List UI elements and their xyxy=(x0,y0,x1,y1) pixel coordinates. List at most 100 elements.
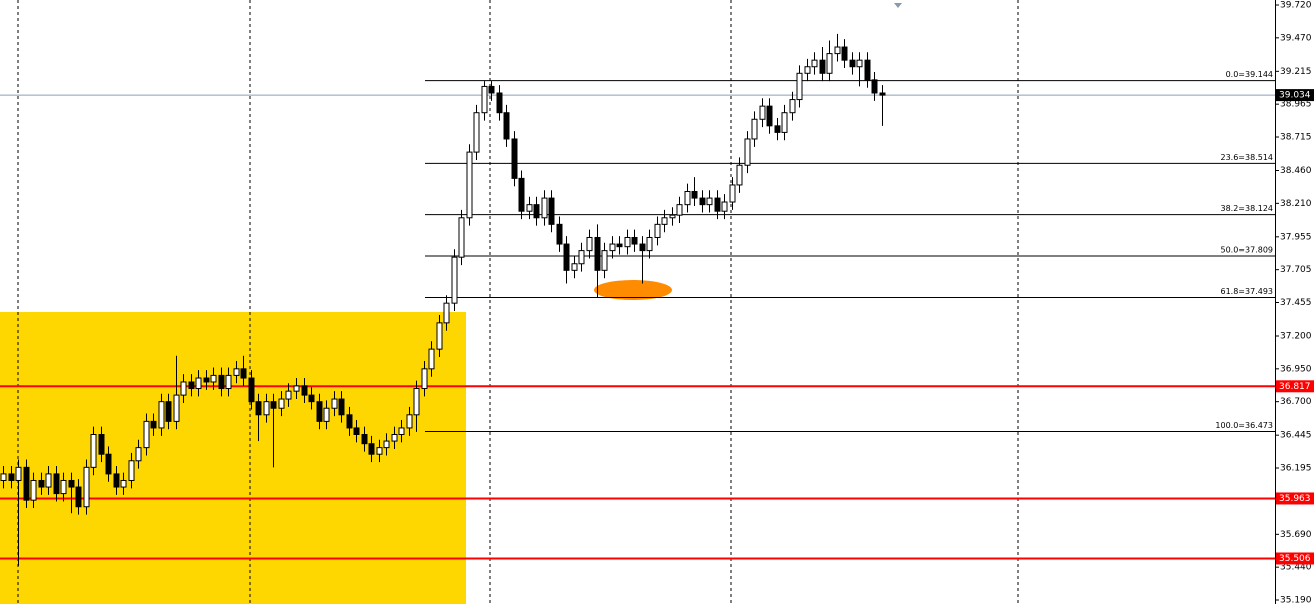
candle xyxy=(308,387,315,410)
candle-body xyxy=(195,377,202,390)
candle-body xyxy=(128,460,135,481)
candle-body xyxy=(706,197,713,206)
y-tick-label: 37.705 xyxy=(1280,265,1312,275)
candle-body xyxy=(331,398,338,409)
level-tag xyxy=(1276,492,1314,505)
candle-body xyxy=(180,381,187,396)
candle-body xyxy=(248,377,255,403)
candle-body xyxy=(120,479,127,488)
candle xyxy=(548,190,555,233)
y-tick-label: 36.950 xyxy=(1280,364,1312,374)
candle xyxy=(473,104,480,160)
candle xyxy=(834,33,841,62)
candle xyxy=(436,314,443,358)
candle xyxy=(398,420,405,443)
candle xyxy=(526,196,533,220)
candle xyxy=(488,81,495,101)
candle xyxy=(594,224,601,298)
candle-body xyxy=(503,112,510,140)
candle xyxy=(248,370,255,410)
candle xyxy=(781,104,788,141)
candle xyxy=(173,355,180,430)
y-tick-label: 39.215 xyxy=(1280,67,1312,77)
candle-body xyxy=(804,66,811,74)
candle xyxy=(669,207,676,226)
candle-body xyxy=(30,479,37,501)
candle xyxy=(428,341,435,377)
candle xyxy=(503,104,510,147)
candle xyxy=(120,472,127,495)
level-label: 35.506 xyxy=(1279,554,1311,564)
candle-body xyxy=(684,191,691,206)
candle xyxy=(691,177,698,206)
candle xyxy=(646,229,653,259)
candle-body xyxy=(541,197,548,219)
candle-body xyxy=(781,112,788,133)
candle-body xyxy=(316,401,323,422)
candle-body xyxy=(714,197,721,212)
candle xyxy=(541,190,548,226)
candle xyxy=(571,255,578,279)
candle-body xyxy=(631,236,638,245)
candle xyxy=(323,400,330,430)
candle xyxy=(654,216,661,246)
candle xyxy=(150,413,157,436)
candle-body xyxy=(729,184,736,203)
candle xyxy=(383,433,390,456)
candle-body xyxy=(451,256,458,304)
level-tag xyxy=(1276,380,1314,393)
candle xyxy=(263,393,270,423)
candle-body xyxy=(285,390,292,400)
candle xyxy=(331,391,338,417)
candle xyxy=(83,459,90,515)
y-tick-label: 36.195 xyxy=(1280,463,1312,473)
candle-body xyxy=(669,214,676,219)
candle xyxy=(361,426,368,452)
candle xyxy=(443,295,450,331)
candle-body xyxy=(53,473,60,495)
candle-body xyxy=(263,401,270,416)
candle-body xyxy=(751,118,758,140)
candle xyxy=(661,209,668,233)
candle xyxy=(856,52,863,87)
candle-body xyxy=(796,72,803,101)
candle-body xyxy=(518,177,525,212)
candle-body xyxy=(586,236,593,252)
candle-body xyxy=(8,473,15,481)
y-tick-label: 38.715 xyxy=(1280,133,1312,143)
candle xyxy=(736,157,743,193)
candle xyxy=(879,85,886,126)
y-tick-label: 35.690 xyxy=(1280,530,1312,540)
candle-body xyxy=(158,401,165,429)
candle-body xyxy=(98,434,105,455)
vertical-separators xyxy=(17,0,1019,604)
candle xyxy=(68,472,75,514)
candle-body xyxy=(398,427,405,436)
candle xyxy=(451,249,458,312)
candle xyxy=(421,360,428,397)
candle xyxy=(23,459,30,509)
candle-body xyxy=(210,374,217,383)
candle-body xyxy=(826,53,833,74)
y-tick-label: 36.445 xyxy=(1280,431,1312,441)
current-price-tag xyxy=(1276,89,1314,102)
candle-body xyxy=(90,434,97,468)
marker xyxy=(894,3,902,8)
candle-body xyxy=(736,164,743,186)
y-tick-label: 38.210 xyxy=(1280,199,1312,209)
candle xyxy=(98,426,105,463)
candle xyxy=(601,242,608,279)
candle-body xyxy=(240,368,247,379)
candle xyxy=(841,39,848,69)
candle-body xyxy=(458,217,465,258)
candle-body xyxy=(646,236,653,252)
candle xyxy=(639,236,646,284)
candle-body xyxy=(721,201,728,212)
candle-body xyxy=(548,197,555,225)
candle-body xyxy=(759,105,766,120)
candle xyxy=(706,190,713,213)
candle xyxy=(270,393,277,468)
candle xyxy=(316,393,323,430)
candle-body xyxy=(624,236,631,248)
candle-body xyxy=(639,243,646,252)
